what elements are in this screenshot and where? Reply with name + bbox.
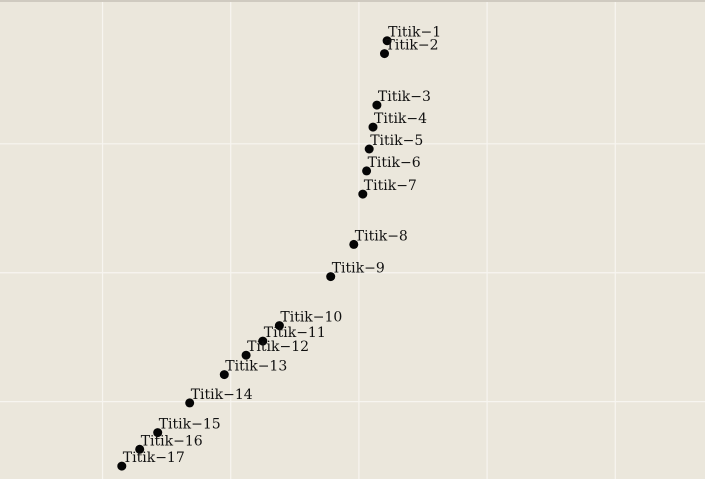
data-label: Titik−11 [264, 325, 326, 341]
data-point [372, 100, 382, 110]
data-point [153, 428, 163, 438]
data-point [349, 239, 359, 249]
data-point [185, 398, 195, 408]
data-label: Titik−1 [388, 25, 441, 41]
data-label: Titik−3 [378, 89, 431, 105]
data-point [368, 122, 378, 132]
data-label: Titik−9 [332, 261, 385, 277]
data-label: Titik−5 [370, 133, 423, 149]
data-point [258, 336, 268, 346]
data-point [241, 350, 251, 360]
data-label: Titik−12 [247, 339, 309, 355]
data-point [382, 36, 392, 46]
data-point [362, 166, 372, 176]
data-label: Titik−15 [159, 417, 221, 433]
data-point [380, 49, 389, 59]
data-label: Titik−17 [123, 450, 185, 466]
data-label: Titik−6 [368, 155, 421, 171]
data-label: Titik−7 [364, 178, 417, 194]
data-label: Titik−4 [374, 111, 427, 127]
data-label: Titik−13 [225, 359, 287, 375]
data-point [326, 272, 336, 282]
data-point [117, 461, 127, 471]
data-point [358, 189, 368, 199]
data-label: Titik−2 [386, 38, 439, 54]
data-point [274, 321, 284, 331]
data-point [219, 370, 229, 380]
data-label: Titik−10 [280, 310, 342, 326]
data-point [135, 444, 145, 454]
data-point [364, 144, 374, 154]
data-label: Titik−16 [141, 433, 203, 449]
data-label: Titik−8 [355, 228, 408, 244]
data-label: Titik−14 [191, 387, 253, 403]
